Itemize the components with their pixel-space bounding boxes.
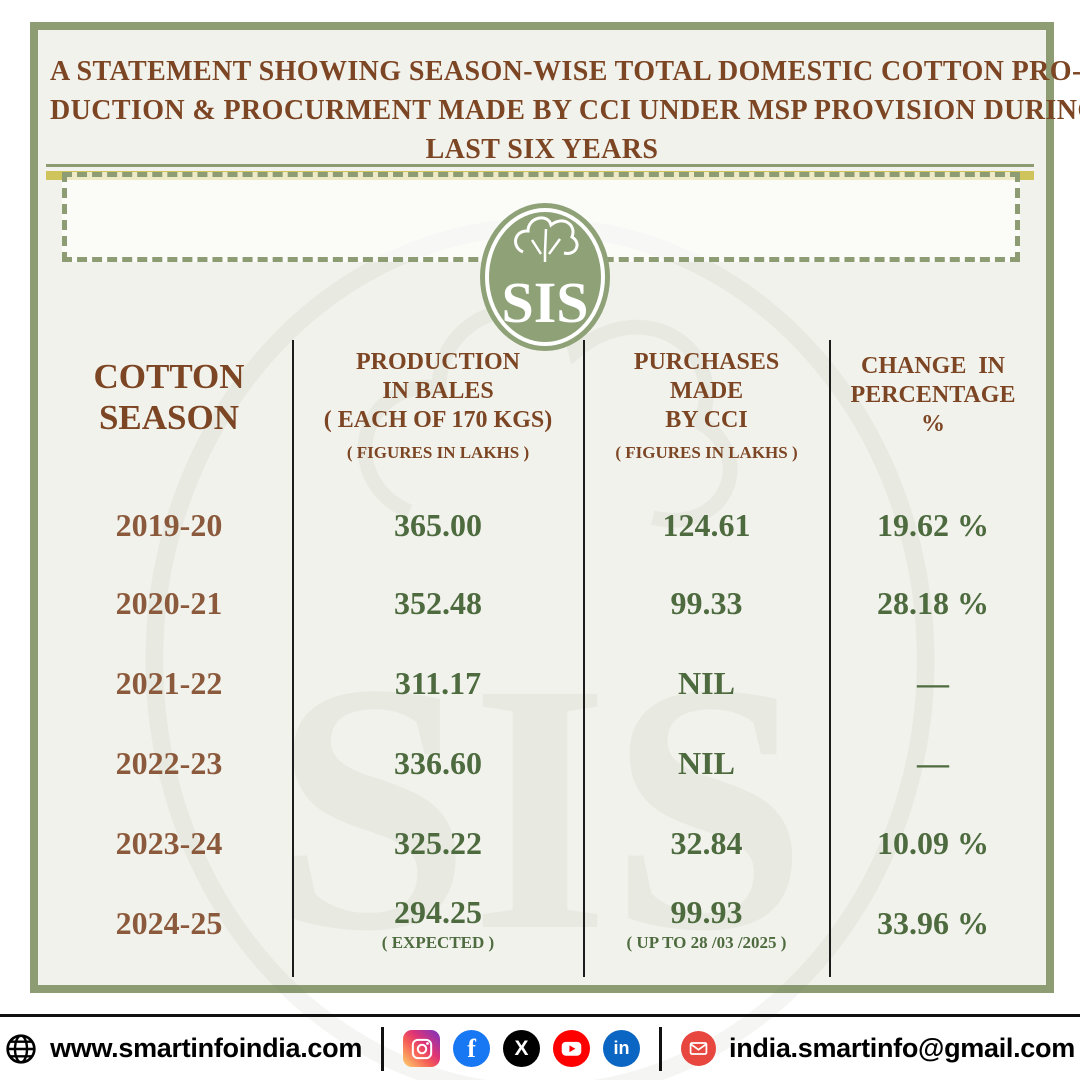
header-cotton-season: COTTON SEASON: [45, 356, 293, 438]
table-row: 2019-20 365.00 124.61 19.62 %: [45, 487, 1036, 563]
title-line-1: A STATEMENT SHOWING SEASON-WISE TOTAL DO…: [50, 56, 1080, 87]
footer: www.smartinfoindia.com f X in: [0, 1017, 1080, 1080]
page-title: A STATEMENT SHOWING SEASON-WISE TOTAL DO…: [50, 52, 1080, 169]
purchases-cell: 99.93 ( UP TO 28 /03 /2025 ): [583, 894, 830, 953]
header-line: PERCENTAGE: [850, 382, 1016, 408]
header-line: %: [921, 411, 945, 437]
purchases-cell: 124.61: [662, 506, 751, 543]
footer-separator: [659, 1026, 663, 1071]
production-cell: 365.00: [394, 506, 482, 543]
header-line: COTTON: [93, 357, 245, 396]
season-cell: 2024-25: [115, 904, 223, 941]
season-cell: 2019-20: [115, 506, 223, 543]
purchases-cell: NIL: [678, 744, 735, 781]
header-line: PRODUCTION: [355, 349, 520, 375]
purchases-note: ( UP TO 28 /03 /2025 ): [626, 932, 787, 952]
season-cell: 2021-22: [115, 664, 223, 701]
production-cell: 352.48: [394, 584, 482, 621]
production-cell: 294.25 ( EXPECTED ): [293, 894, 583, 953]
table-row: 2021-22 311.17 NIL —: [45, 643, 1036, 723]
x-twitter-icon[interactable]: X: [503, 1030, 541, 1067]
change-cell: —: [917, 664, 949, 701]
column-divider: [583, 340, 585, 977]
data-table: 2019-20 365.00 124.61 19.62 % 2020-21 35…: [45, 487, 1036, 963]
purchases-cell: 32.84: [670, 824, 743, 861]
linkedin-icon[interactable]: in: [603, 1030, 641, 1067]
thin-divider-line: [46, 164, 1034, 167]
table-row: 2022-23 336.60 NIL —: [45, 723, 1036, 803]
change-cell: 33.96 %: [877, 904, 989, 941]
linkedin-glyph: in: [613, 1038, 630, 1058]
production-cell: 325.22: [394, 824, 482, 861]
header-line: SEASON: [98, 398, 240, 437]
facebook-glyph: f: [467, 1033, 476, 1063]
season-cell: 2023-24: [115, 824, 223, 861]
change-cell: 28.18 %: [877, 584, 989, 621]
column-divider: [829, 340, 831, 977]
production-value: 294.25: [394, 893, 482, 930]
table-row: 2024-25 294.25 ( EXPECTED ) 99.93 ( UP T…: [45, 883, 1036, 963]
sis-logo: SIS: [479, 202, 611, 352]
change-cell: 10.09 %: [877, 824, 989, 861]
header-line: PURCHASES: [633, 349, 780, 375]
change-cell: 19.62 %: [877, 506, 989, 543]
facebook-icon[interactable]: f: [453, 1030, 491, 1067]
email-icon[interactable]: [681, 1031, 717, 1066]
production-note: ( EXPECTED ): [381, 932, 495, 952]
header-note: ( FIGURES IN LAKHS ): [615, 443, 798, 462]
website-link[interactable]: www.smartinfoindia.com: [50, 1033, 363, 1063]
header-line: CHANGE IN: [860, 353, 1005, 379]
globe-icon: [6, 1033, 36, 1064]
purchases-value: 99.93: [670, 893, 743, 930]
sis-logo-icon: SIS: [480, 203, 610, 351]
header-change: CHANGE IN PERCENTAGE %: [830, 352, 1036, 439]
svg-text:SIS: SIS: [273, 611, 808, 1005]
production-cell: 311.17: [394, 664, 482, 701]
header-line: IN BALES: [382, 378, 494, 404]
purchases-cell: NIL: [678, 664, 735, 701]
logo-letters: SIS: [501, 270, 588, 335]
title-line-3: LAST SIX YEARS: [425, 134, 659, 165]
change-cell: —: [917, 744, 949, 781]
header-note: ( FIGURES IN LAKHS ): [346, 443, 530, 462]
production-cell: 336.60: [394, 744, 482, 781]
instagram-icon[interactable]: [403, 1030, 441, 1067]
title-line-2: DUCTION & PROCURMENT MADE BY CCI UNDER M…: [50, 95, 1080, 126]
season-cell: 2020-21: [115, 584, 223, 621]
header-line: MADE: [669, 378, 744, 404]
youtube-icon[interactable]: [553, 1030, 591, 1067]
x-glyph: X: [514, 1036, 529, 1060]
footer-separator: [381, 1026, 385, 1071]
table-row: 2023-24 325.22 32.84 10.09 %: [45, 803, 1036, 883]
header-purchases: PURCHASES MADE BY CCI ( FIGURES IN LAKHS…: [583, 348, 830, 463]
purchases-cell: 99.33: [670, 584, 743, 621]
table-row: 2020-21 352.48 99.33 28.18 %: [45, 563, 1036, 643]
footer-divider-line: [0, 1014, 1080, 1017]
email-link[interactable]: india.smartinfo@gmail.com: [729, 1033, 1075, 1063]
column-divider: [292, 340, 294, 977]
header-line: ( EACH OF 170 KGS): [323, 407, 553, 433]
season-cell: 2022-23: [115, 744, 223, 781]
header-line: BY CCI: [665, 407, 748, 433]
header-production: PRODUCTION IN BALES ( EACH OF 170 KGS) (…: [293, 348, 583, 463]
